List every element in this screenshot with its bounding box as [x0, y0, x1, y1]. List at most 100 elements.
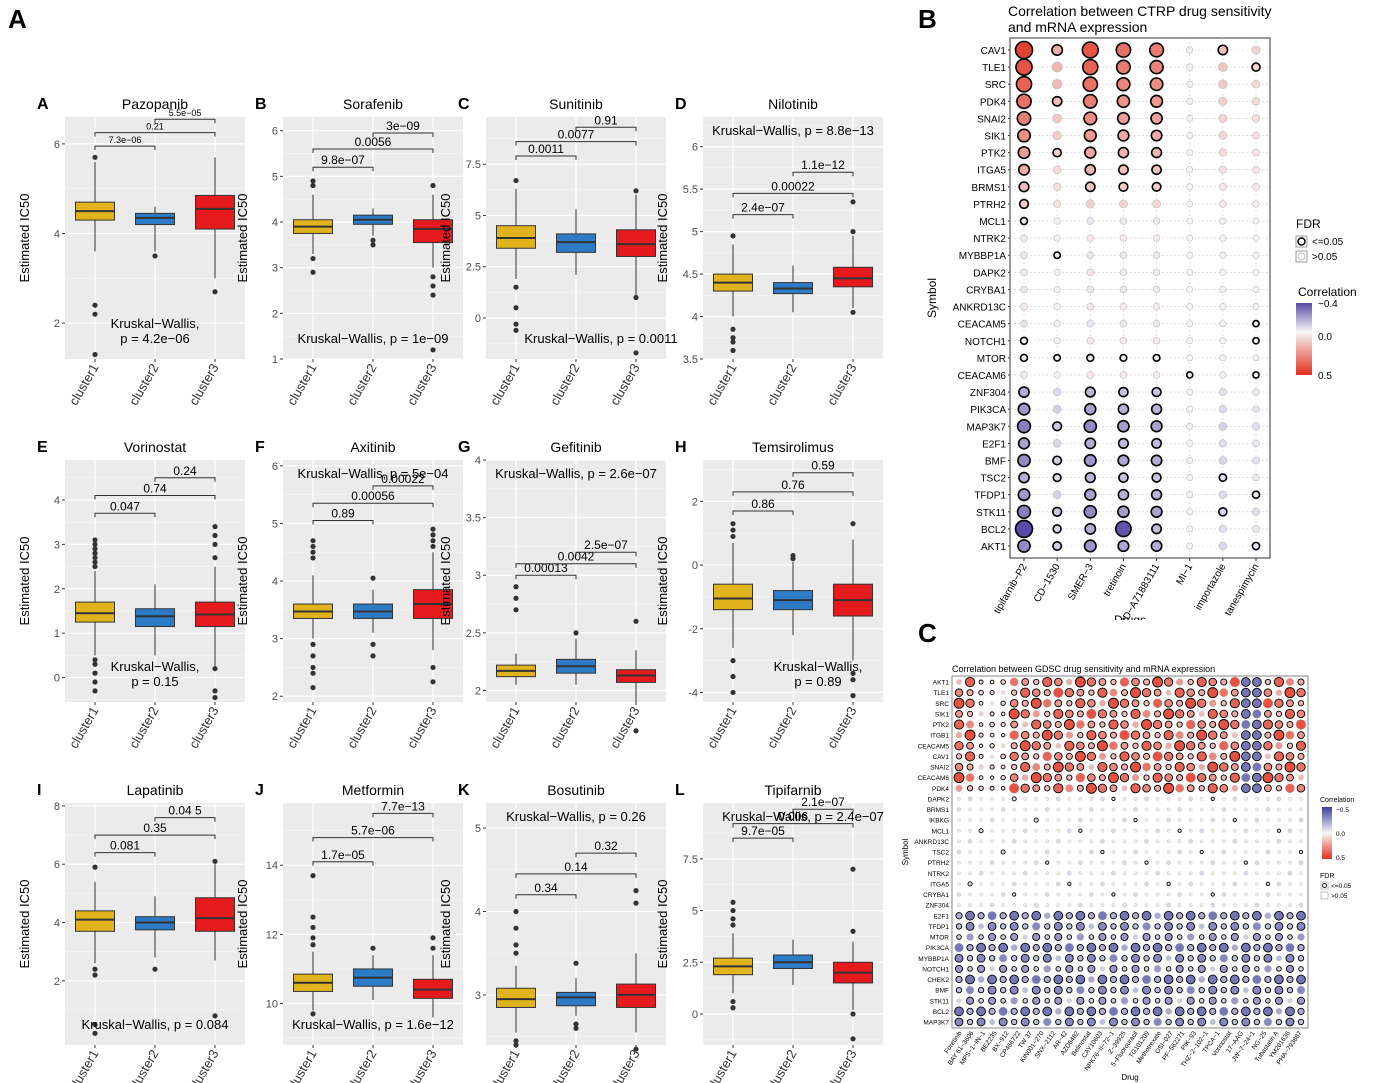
dot	[1263, 953, 1273, 963]
dot	[1033, 753, 1040, 760]
dot	[1111, 903, 1116, 907]
outlier-point	[730, 998, 736, 1005]
dot	[1144, 850, 1149, 854]
dot	[1065, 964, 1074, 973]
outlier-point	[212, 858, 218, 864]
dot	[1240, 709, 1251, 719]
symbol-label: BMF	[935, 988, 949, 995]
dot	[1121, 944, 1128, 951]
dot	[1187, 966, 1194, 972]
dot	[1254, 860, 1260, 865]
dot	[1119, 772, 1130, 783]
comparison-bracket	[312, 166, 374, 172]
outlier-point	[92, 688, 98, 694]
outlier-point	[92, 679, 98, 685]
y-tick-label: 3	[54, 539, 60, 551]
y-tick-label: 10	[266, 999, 278, 1011]
dot	[1177, 797, 1182, 801]
y-tick-label: 6	[54, 859, 60, 871]
dot	[1232, 871, 1237, 876]
dot	[1297, 752, 1305, 760]
dot	[1117, 505, 1130, 519]
dot	[1174, 761, 1185, 773]
dot	[1210, 882, 1215, 886]
symbol-label: ITGA5	[930, 881, 949, 888]
dot	[956, 807, 962, 812]
dot	[964, 729, 976, 741]
dot	[1221, 892, 1227, 897]
outlier-point	[310, 182, 316, 189]
dot	[954, 943, 964, 953]
dot	[1285, 752, 1295, 761]
dot	[1043, 741, 1052, 750]
dot	[1198, 923, 1205, 930]
dot	[1075, 772, 1086, 783]
x-tick-label: cluster3	[404, 361, 440, 408]
dot	[1231, 996, 1239, 1005]
dot	[978, 732, 984, 738]
comparison-pvalue: 0.0056	[355, 135, 392, 149]
box-iqr	[413, 219, 453, 244]
dot	[1186, 97, 1194, 105]
comparison-bracket	[732, 192, 854, 198]
y-tick-label: 2	[272, 308, 278, 320]
dot	[1150, 129, 1163, 142]
dot	[1186, 422, 1194, 430]
dot	[979, 892, 983, 897]
dot	[1021, 699, 1029, 707]
dot	[1221, 998, 1227, 1004]
dot	[1076, 944, 1084, 952]
dot	[1021, 678, 1030, 686]
dot	[1131, 1017, 1140, 1027]
dot	[1045, 797, 1050, 801]
dot	[1053, 200, 1061, 208]
dot	[1231, 732, 1238, 738]
dot	[1186, 474, 1194, 481]
dot	[1074, 750, 1086, 762]
dot	[998, 954, 1008, 963]
outlier-point	[92, 670, 98, 676]
dot	[1022, 721, 1029, 728]
dot	[1275, 1018, 1283, 1026]
outlier-point	[730, 521, 736, 527]
dot	[1054, 773, 1063, 782]
dot	[1229, 676, 1241, 688]
dot	[1119, 698, 1130, 708]
dot	[956, 849, 962, 855]
symbol-label: TLE1	[933, 690, 949, 697]
dot	[1008, 783, 1020, 794]
dot	[1264, 965, 1272, 973]
dot	[1100, 807, 1105, 812]
dot	[1288, 860, 1292, 865]
dot	[1273, 751, 1284, 762]
comparison-bracket	[515, 563, 637, 568]
dot	[1052, 130, 1062, 141]
dot	[1232, 796, 1238, 802]
dot	[1196, 729, 1208, 741]
dot	[1264, 678, 1272, 686]
outlier-point	[633, 188, 639, 194]
symbol-label: SNAI2	[977, 114, 1006, 125]
dot	[1266, 903, 1270, 907]
dot	[1121, 785, 1128, 792]
dot	[967, 966, 973, 972]
dot	[1175, 752, 1184, 761]
y-tick-label: 1	[272, 354, 278, 366]
dot	[1141, 910, 1152, 921]
symbol-label: TFDP1	[974, 491, 1006, 502]
y-tick-label: 5	[272, 518, 278, 530]
dot	[1142, 731, 1151, 740]
dot	[1252, 473, 1260, 482]
dot	[987, 911, 997, 921]
dot	[1089, 871, 1094, 876]
dot	[989, 690, 995, 696]
dot	[1122, 828, 1127, 833]
dot	[1177, 871, 1182, 876]
y-tick-label: 2	[54, 318, 60, 330]
dot	[1117, 488, 1130, 501]
comparison-pvalue: 0.32	[594, 839, 618, 853]
x-tick-label: cluster2	[344, 361, 380, 408]
y-tick-label: 5	[475, 823, 481, 835]
kruskal-wallis-label: p = 0.89	[794, 674, 841, 689]
dot	[1075, 974, 1086, 985]
